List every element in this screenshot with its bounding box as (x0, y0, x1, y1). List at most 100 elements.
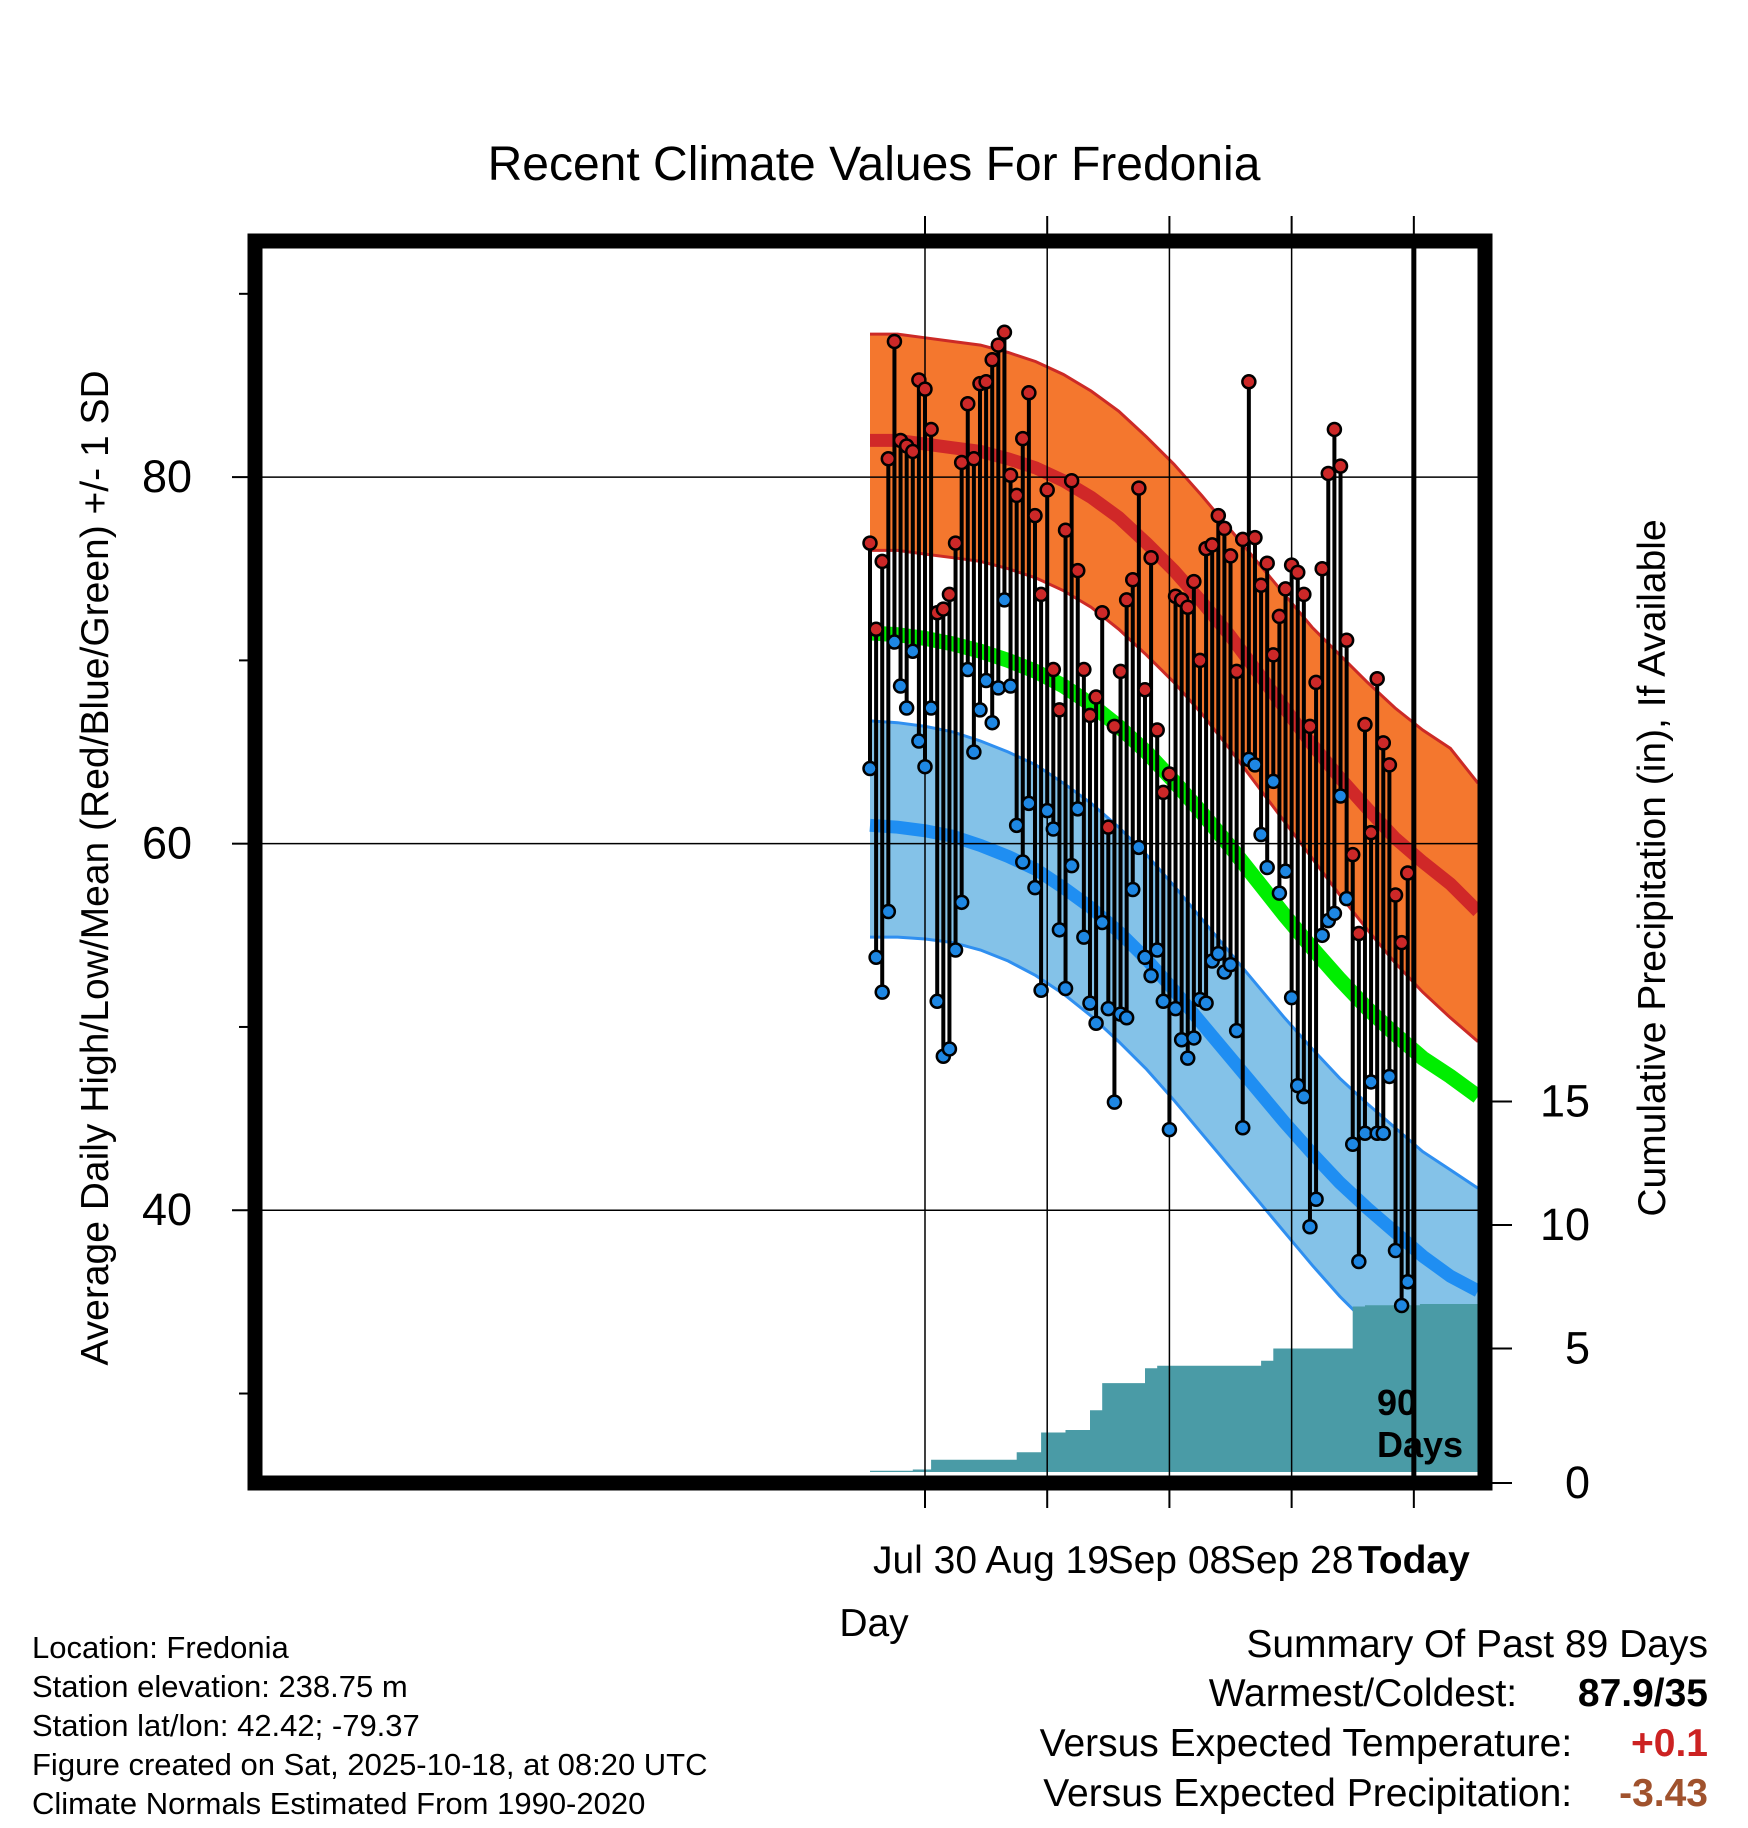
daily-low-point (1149, 942, 1165, 958)
daily-high-point (905, 443, 921, 460)
daily-high-point (1015, 430, 1031, 447)
daily-high-point (1192, 652, 1208, 669)
daily-low-point (1094, 914, 1110, 931)
daily-low-point (1106, 1094, 1123, 1110)
daily-low-point (1399, 1273, 1416, 1290)
y-tick-label: 40 (142, 1184, 192, 1235)
daily-low-point (1338, 890, 1355, 907)
daily-low-point (1082, 995, 1098, 1011)
daily-high-point (1118, 592, 1135, 608)
daily-high-point (886, 333, 903, 350)
daily-high-point (1381, 757, 1398, 773)
x-tick-label: Aug 19 (985, 1539, 1109, 1582)
daily-high-point (874, 553, 890, 570)
daily-high-point (1234, 531, 1251, 548)
daily-low-point (1015, 854, 1031, 870)
daily-low-point (947, 942, 964, 958)
daily-high-point (1363, 824, 1379, 841)
daily-low-point (1179, 1050, 1196, 1066)
daily-high-point (917, 381, 933, 397)
daily-low-point (1344, 1136, 1361, 1153)
daily-high-point (1131, 480, 1147, 496)
x-tick-label: Sep 28 (1230, 1539, 1354, 1582)
daily-low-point (1351, 1253, 1367, 1270)
daily-high-point (1253, 577, 1269, 593)
daily-low-point (905, 643, 921, 659)
daily-high-point (1082, 707, 1098, 724)
daily-high-point (1057, 522, 1074, 539)
daily-high-point (1357, 716, 1373, 733)
daily-low-point (1088, 1015, 1104, 1032)
daily-low-point (929, 993, 945, 1010)
daily-low-point (1045, 821, 1062, 837)
summary-heading: Summary Of Past 89 Days (1246, 1623, 1708, 1666)
daily-low-point (1118, 1010, 1135, 1026)
precipitation-label: Versus Expected Precipitation: (1043, 1772, 1573, 1815)
daily-high-point (1326, 421, 1343, 438)
y2-tick-label: 10 (1540, 1199, 1590, 1250)
info-created: Figure created on Sat, 2025-10-18, at 08… (32, 1747, 708, 1782)
daily-high-point (1088, 689, 1104, 705)
daily-low-point (1283, 989, 1300, 1006)
daily-low-point (1222, 956, 1239, 973)
daily-high-point (1143, 549, 1159, 566)
window-label-line1: 90 (1377, 1382, 1417, 1423)
x-tick-label: Jul 30 (873, 1539, 977, 1582)
info-normals: Climate Normals Estimated From 1990-2020 (32, 1786, 646, 1821)
daily-low-point (972, 702, 988, 718)
temperature-value: +0.1 (1631, 1722, 1708, 1765)
daily-high-point (1070, 562, 1086, 579)
daily-low-point (1137, 949, 1153, 966)
daily-low-point (1198, 995, 1214, 1011)
daily-high-point (1149, 722, 1165, 738)
daily-high-point (1100, 819, 1117, 835)
daily-low-point (1375, 1125, 1392, 1142)
daily-high-point (935, 601, 952, 617)
daily-high-point (947, 535, 964, 551)
daily-high-point (1112, 663, 1129, 680)
plot-border (247, 233, 1493, 1491)
daily-low-point (1277, 863, 1294, 879)
daily-low-point (1125, 881, 1141, 898)
daily-low-point (978, 672, 994, 689)
low-sd-band (870, 720, 1478, 1403)
daily-low-point (1033, 982, 1049, 999)
precipitation-area (870, 1304, 1478, 1472)
daily-low-point (1363, 1074, 1379, 1090)
daily-high-point (1179, 599, 1196, 615)
daily-high-point (1259, 555, 1275, 571)
daily-low-point (1308, 1191, 1324, 1207)
daily-high-point (1027, 507, 1043, 524)
daily-low-point (874, 984, 890, 1000)
daily-high-point (1277, 581, 1294, 597)
daily-low-point (1143, 967, 1159, 984)
daily-high-point (1125, 571, 1141, 588)
daily-high-point (1332, 458, 1349, 474)
daily-high-point (1094, 604, 1110, 621)
daily-high-point (1375, 735, 1392, 751)
daily-low-point (1247, 757, 1263, 773)
daily-high-point (1314, 560, 1330, 577)
daily-low-point (1393, 1297, 1410, 1314)
y2-tick-label: 15 (1540, 1076, 1590, 1127)
daily-low-point (1161, 1121, 1178, 1138)
daily-low-point (1100, 1000, 1117, 1017)
summary-warmest-coldest: Warmest/Coldest: 87.9/35 (1209, 1672, 1708, 1716)
daily-high-point (966, 451, 982, 467)
daily-low-point (1302, 1218, 1318, 1235)
precipitation-value: -3.43 (1619, 1772, 1708, 1815)
daily-high-point (1289, 564, 1306, 581)
daily-low-point (990, 680, 1007, 696)
daily-high-point (1351, 925, 1367, 942)
daily-low-point (1057, 980, 1074, 997)
daily-low-point (892, 678, 909, 694)
daily-high-point (1387, 887, 1404, 903)
y-tick-label: 60 (142, 818, 192, 869)
daily-high-point (1063, 473, 1080, 489)
warmest-coldest-value: 87.9/35 (1577, 1672, 1708, 1715)
daily-high-point (1393, 934, 1410, 951)
daily-high-point (1021, 385, 1037, 401)
daily-high-point (1308, 674, 1324, 691)
daily-high-point (1338, 632, 1355, 648)
daily-low-point (898, 700, 915, 716)
